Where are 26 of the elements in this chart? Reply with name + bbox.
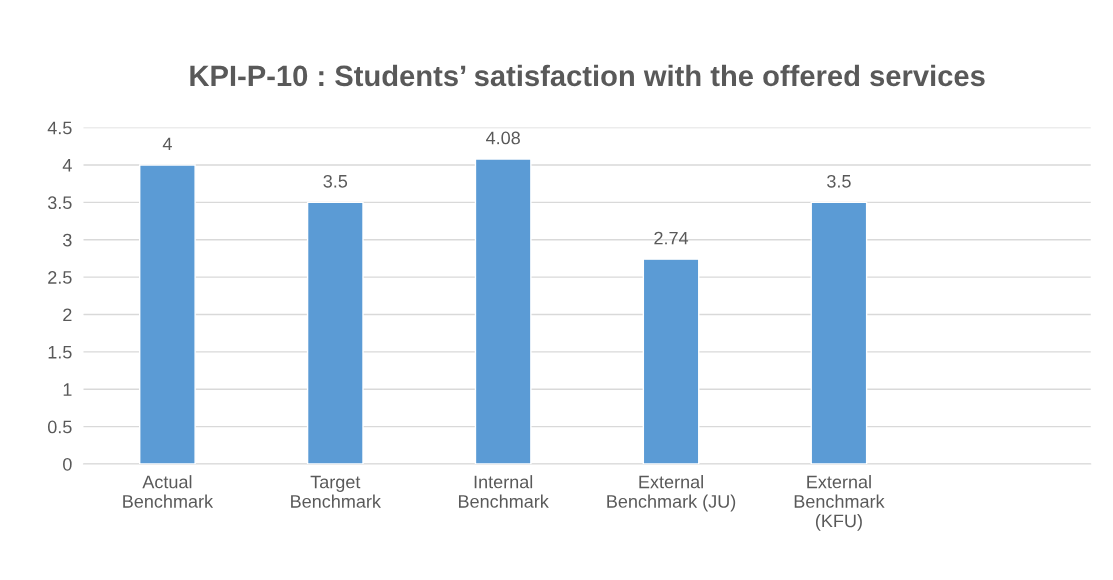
x-tick-label: External Benchmark (KFU) bbox=[794, 475, 885, 531]
chart-title: KPI-P-10 : Students’ satisfaction with the offered services bbox=[190, 64, 985, 87]
x-tick-label: Internal Benchmark bbox=[458, 475, 549, 508]
bar bbox=[474, 158, 532, 464]
x-tick-label: External Benchmark (JU) bbox=[607, 475, 736, 512]
y-tick-label: 2 bbox=[63, 308, 72, 322]
data-label: 4 bbox=[162, 137, 172, 151]
bar bbox=[139, 164, 196, 464]
bar bbox=[306, 201, 364, 464]
y-tick-label: 3.5 bbox=[47, 196, 72, 210]
y-tick-label: 2.5 bbox=[48, 271, 72, 284]
y-tick-label: 4 bbox=[62, 159, 72, 172]
data-label: 3.5 bbox=[323, 174, 348, 188]
data-label: 2.74 bbox=[654, 231, 689, 245]
bar bbox=[810, 201, 868, 464]
y-tick-label: 1 bbox=[63, 383, 72, 396]
x-tick-label: Target Benchmark bbox=[291, 475, 381, 508]
y-tick-label: 4.5 bbox=[47, 121, 72, 135]
bar bbox=[642, 258, 700, 464]
data-label: 3.5 bbox=[827, 174, 851, 188]
y-tick-label: 0 bbox=[63, 457, 72, 471]
x-tick-label: Actual Benchmark bbox=[123, 475, 214, 508]
y-tick-label: 3 bbox=[63, 233, 72, 247]
data-label: 4.08 bbox=[486, 131, 520, 145]
y-tick-label: 0.5 bbox=[47, 420, 72, 434]
y-tick-label: 1.5 bbox=[48, 345, 72, 359]
